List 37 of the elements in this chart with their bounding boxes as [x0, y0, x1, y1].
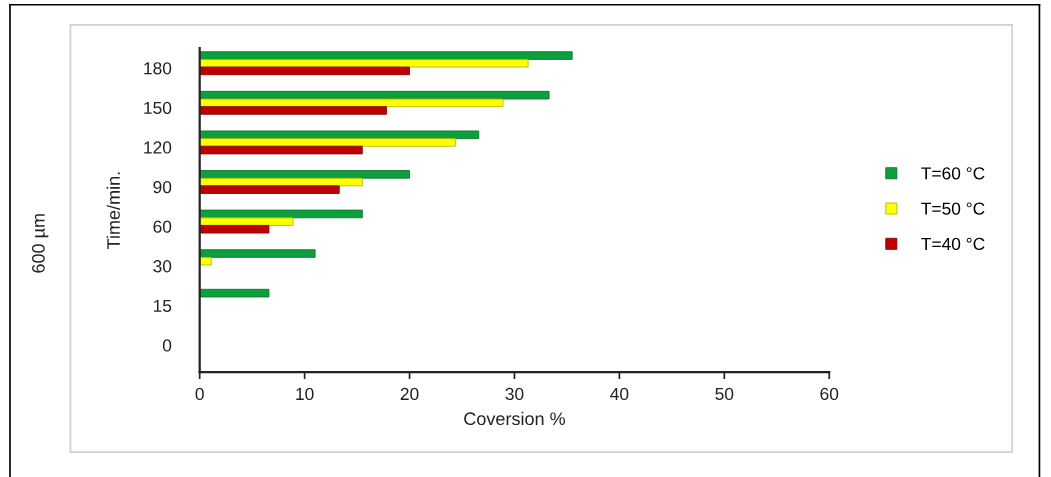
x-axis-title: Coversion % [464, 411, 565, 426]
y-tick-label: 60 [153, 220, 172, 233]
legend-label: T=40 °C [921, 237, 985, 251]
x-tick-label: 30 [505, 387, 524, 401]
bar [199, 98, 504, 108]
text: 600 µm [32, 214, 49, 273]
x-tick-label: 60 [820, 387, 839, 401]
bar [199, 58, 529, 68]
y-tick-label: 90 [153, 180, 172, 194]
bar [199, 225, 270, 234]
x-tick-label: 50 [715, 387, 734, 401]
bar [199, 288, 270, 298]
bar [199, 209, 363, 219]
y-tick-label: 150 [144, 101, 172, 115]
bar [199, 66, 410, 76]
y-tick-label: 15 [153, 299, 172, 312]
legend-label: T=50 °C [921, 202, 985, 215]
bar [199, 185, 340, 194]
bar [199, 217, 294, 226]
bar [199, 249, 316, 258]
x-tick-label: 10 [296, 387, 314, 401]
bar [199, 138, 457, 147]
y-tick-label: 180 [144, 62, 172, 75]
bar [199, 51, 573, 60]
y-tick-label: 120 [144, 141, 172, 154]
bar [199, 170, 410, 179]
y-tick-label: 0 [162, 339, 172, 352]
y-axis-title: Time/min. [106, 172, 120, 249]
legend-label: T=60 °C [921, 167, 985, 180]
x-tick-label: 20 [400, 387, 419, 401]
bar [199, 145, 363, 155]
x-tick-label: 40 [610, 387, 629, 401]
bar [199, 130, 480, 139]
bar [199, 106, 387, 115]
x-tick-label: 0 [195, 387, 204, 401]
bar [199, 256, 212, 266]
y-tick-label: 30 [153, 260, 172, 273]
